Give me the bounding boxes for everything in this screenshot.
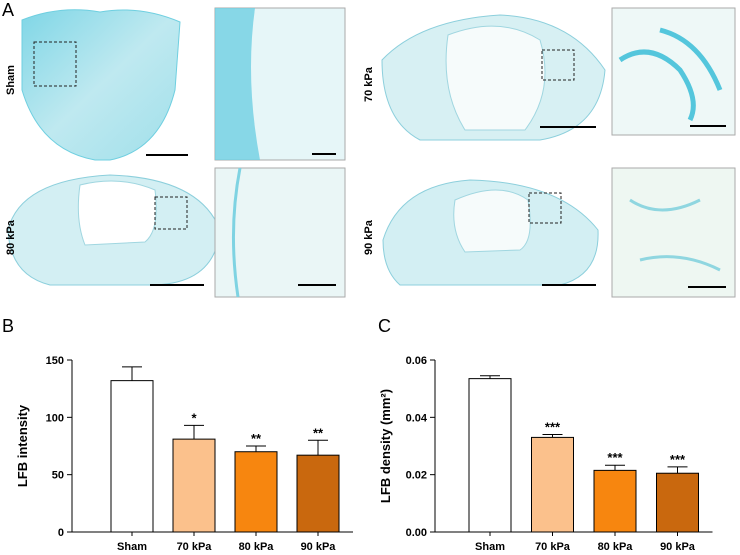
- significance: ***: [545, 420, 561, 435]
- significance: *: [191, 410, 197, 425]
- image-label: 80 kPa: [5, 219, 17, 255]
- significance: ***: [607, 450, 623, 465]
- panel-label: B: [2, 316, 14, 336]
- image-label: Sham: [5, 65, 17, 95]
- significance: ***: [670, 452, 686, 467]
- y-tick-label: 50: [52, 470, 64, 482]
- x-tick-label: 70 kPa: [177, 541, 213, 550]
- bar: [531, 436, 574, 533]
- panel-label: A: [2, 0, 14, 20]
- bar: [656, 472, 699, 533]
- x-tick-label: 70 kPa: [535, 541, 571, 550]
- y-tick-label: 150: [46, 355, 64, 367]
- y-axis-label: LFB density (mm²): [378, 389, 393, 503]
- x-tick-label: 80 kPa: [239, 541, 275, 550]
- bar: [110, 380, 154, 533]
- x-tick-label: 90 kPa: [660, 541, 696, 550]
- y-tick-label: 100: [46, 412, 64, 424]
- panel-label: C: [378, 316, 391, 336]
- x-tick-label: 90 kPa: [301, 541, 337, 550]
- bar: [468, 378, 512, 533]
- micrograph: [381, 7, 736, 141]
- micrograph: [382, 167, 736, 298]
- y-tick-label: 0.00: [406, 527, 427, 539]
- bar: [593, 469, 637, 533]
- bar: [172, 438, 216, 533]
- y-tick-label: 0.06: [406, 355, 427, 367]
- y-tick-label: 0: [58, 527, 64, 539]
- bar: [234, 451, 278, 533]
- x-tick-label: Sham: [475, 541, 505, 550]
- y-tick-label: 0.02: [406, 470, 427, 482]
- image-label: 70 kPa: [363, 66, 375, 102]
- significance: **: [313, 425, 324, 440]
- x-tick-label: Sham: [117, 541, 147, 550]
- y-axis-label: LFB intensity: [15, 404, 30, 487]
- y-tick-label: 0.04: [406, 412, 428, 424]
- x-tick-label: 80 kPa: [598, 541, 634, 550]
- significance: **: [251, 431, 262, 446]
- micrograph: [21, 7, 346, 161]
- micrograph: [7, 167, 346, 298]
- image-label: 90 kPa: [363, 219, 375, 255]
- bar: [296, 454, 340, 533]
